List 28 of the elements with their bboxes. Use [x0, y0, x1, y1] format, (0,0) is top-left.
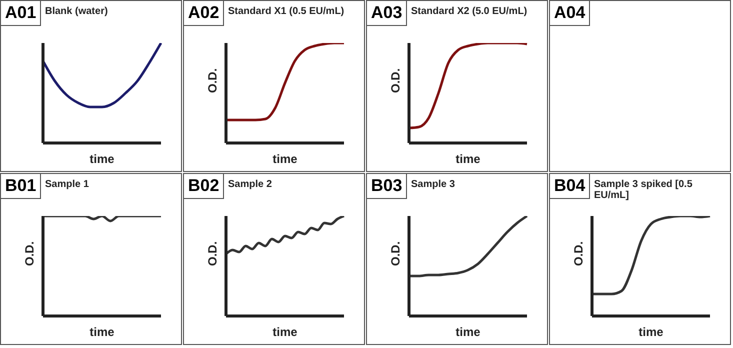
x-axis-title: time: [272, 325, 298, 339]
text: A04: [550, 1, 590, 26]
y-axis-title: O.D.: [388, 241, 402, 266]
y-axis-title: O.D.: [22, 241, 36, 266]
chart-subtitle: Sample 3 spiked [0.5 EU/mL]: [594, 179, 694, 201]
x-axis-title: time: [272, 152, 298, 166]
x-axis-title: time: [638, 325, 664, 339]
x-axis-title: time: [90, 325, 115, 339]
chart-title: A03: [367, 1, 408, 26]
x-axis-title: time: [456, 152, 481, 166]
chart-title: A02: [184, 1, 224, 26]
chart-title: B04: [550, 174, 590, 199]
chart-subtitle: Standard X1 (0.5 EU/mL): [228, 6, 346, 17]
chart-title: B02: [184, 174, 224, 199]
x-axis-title: time: [456, 325, 481, 339]
chart-subtitle: Standard X2 (5.0 EU/mL): [411, 6, 528, 17]
y-axis-title: O.D.: [388, 68, 402, 93]
chart-subtitle: Sample 1: [45, 179, 90, 190]
chart-subtitle: Blank (water): [45, 6, 109, 17]
y-axis-title: O.D.: [205, 241, 220, 266]
chart-title: A01: [1, 1, 42, 26]
y-axis-title: O.D.: [205, 68, 220, 93]
chart-subtitle: Sample 2: [228, 179, 273, 190]
chart-title: B01: [1, 174, 42, 199]
y-axis-title: O.D.: [571, 241, 586, 266]
chart-title: B03: [367, 174, 408, 199]
x-axis-title: time: [90, 152, 115, 166]
chart-subtitle: Sample 3: [411, 179, 456, 190]
